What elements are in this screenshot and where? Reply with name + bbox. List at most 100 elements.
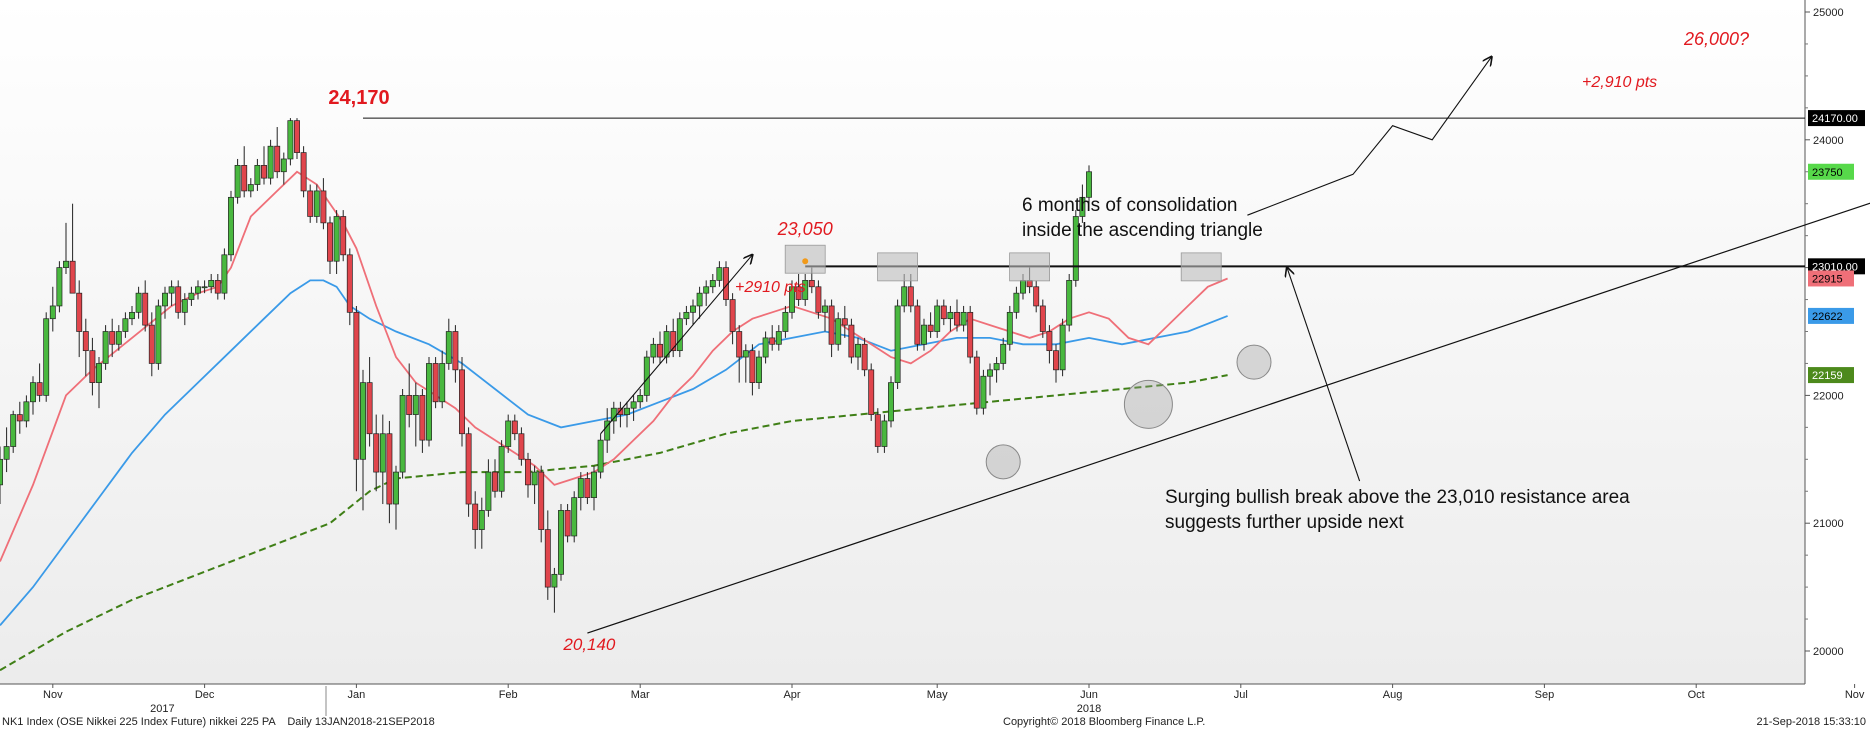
y-tick-label: 22000 [1813,390,1844,402]
candle-down [749,344,756,396]
price-tag-label: 22915 [1812,273,1843,285]
candle-up [888,376,894,428]
x-tick-label: Aug [1383,689,1403,701]
x-tick-label: Dec [195,689,215,701]
candle-body [630,401,637,409]
candle-up [0,446,3,505]
candle-body [43,318,50,396]
candle-body [762,337,769,358]
candle-up [267,139,274,185]
price-tag [1808,307,1854,324]
candle-body [617,407,624,415]
candle-body [663,331,670,358]
candle-down [769,325,776,351]
candle-up [23,395,30,428]
candle-body [1059,324,1066,371]
candle-body [861,343,868,371]
candle-down [36,363,43,402]
candle-body [49,305,56,320]
price-tag-label: 23010.00 [1812,261,1858,273]
candle-body [643,356,650,396]
candle-up [960,305,967,332]
candle-body [267,145,274,179]
candle-body [69,260,76,294]
candle-body [228,196,234,256]
candle-down [465,427,472,517]
candle-up [775,325,782,351]
candle-body [505,420,512,447]
candle-body [274,145,281,173]
x-tick-label: Jun [1080,689,1098,701]
x-tick-label: Sep [1535,689,1555,701]
candle-down [459,357,465,447]
candle-down [214,273,221,300]
candle-body [0,458,3,486]
period-caption: Daily 13JAN2018-21SEP2018 [287,716,435,728]
support-touch-circle [1123,379,1173,429]
candle-body [511,420,518,435]
breakout-text: Surging bullish break above the 23,010 r… [1165,487,1630,508]
candle-up [1059,318,1066,377]
candle-body [23,401,30,422]
x-tick-label: Apr [783,689,800,701]
plot-area [0,0,1805,684]
candle-down [261,146,267,185]
candle-down [300,146,307,198]
candle-down [16,401,23,434]
candle-down [848,318,855,364]
candle-body [703,286,710,294]
candle-down [406,363,413,428]
candle-body [109,331,116,345]
candle-body [624,407,630,415]
ma-fast-line [0,170,1228,562]
candle-up [987,363,993,396]
candle-up [96,357,102,409]
candle-body [749,350,756,383]
candle-down [973,350,980,415]
candle-down [518,427,525,466]
candle-up [155,299,162,370]
candle-body [584,478,591,498]
candle-up [505,414,512,453]
candle-up [604,408,611,453]
candle-body [1053,350,1059,371]
candle-body [835,318,842,345]
candle-body [478,510,485,530]
candle-down [954,299,960,332]
candle-body [789,286,795,313]
candle-up [855,337,861,370]
candle-body [802,280,809,300]
peak-value-label: 24,170 [328,87,389,109]
timestamp-caption: 21-Sep-2018 15:33:10 [1756,716,1866,728]
candle-up [630,395,637,421]
candle-body [577,478,584,498]
candle-body [373,433,380,473]
candle-body [888,382,894,422]
candle-up [56,261,63,313]
candle-down [142,280,149,332]
candle-down [617,401,624,428]
x-tick-label: May [927,689,948,701]
price-tag-label: 22622 [1812,311,1843,323]
candle-body [485,471,492,511]
candle-body [690,305,696,313]
candle-down [419,389,426,453]
candle-body [841,318,848,326]
candle-body [670,331,677,352]
resistance-test-box [877,252,918,282]
candle-down [868,363,875,421]
candle-up [426,357,432,447]
candle-body [439,363,446,403]
candle-body [399,395,406,473]
candle-body [934,305,941,332]
candle-down [815,280,822,319]
candle-body [518,433,525,460]
copyright-caption: Copyright© 2018 Bloomberg Finance L.P. [1003,716,1206,728]
candle-down [736,325,743,383]
candle-body [716,267,723,281]
candle-down [874,408,881,453]
candle-body [346,254,353,313]
candle-body [214,280,221,294]
candle-body [327,222,333,262]
